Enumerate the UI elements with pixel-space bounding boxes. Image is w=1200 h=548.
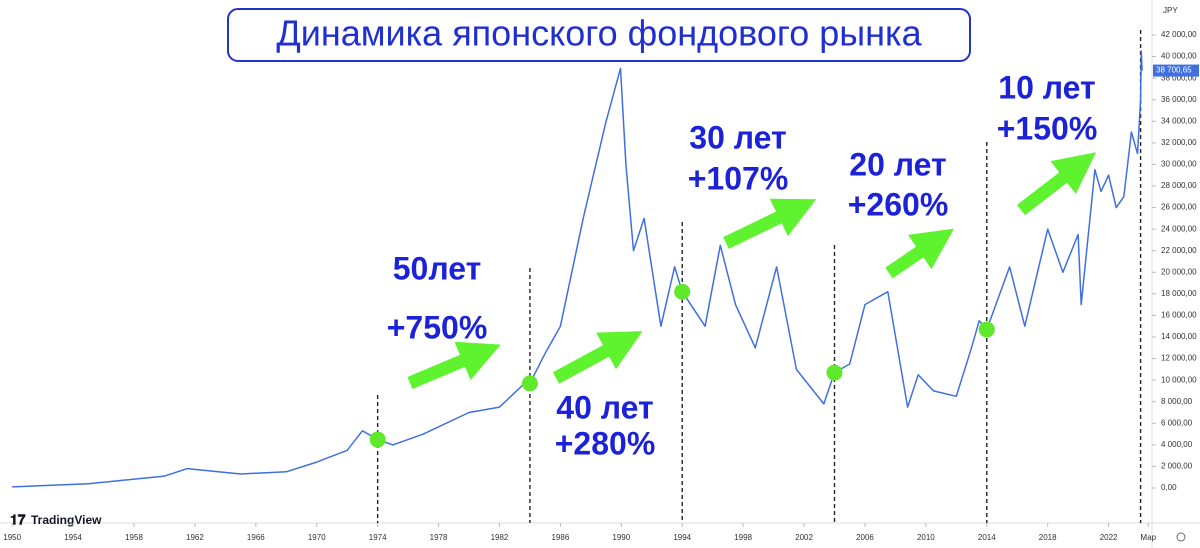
highlight-point	[369, 431, 386, 448]
y-tick-label: 34 000,00	[1161, 116, 1197, 125]
y-tick-label: 12 000,00	[1161, 354, 1197, 363]
y-tick-label: 26 000,00	[1161, 203, 1197, 212]
x-tick-label: 1958	[125, 533, 143, 542]
y-tick-label: 20 000,00	[1161, 267, 1197, 276]
x-tick-label: 1970	[308, 533, 326, 542]
annotation: +150%	[997, 110, 1098, 146]
y-tick-label: 28 000,00	[1161, 181, 1197, 190]
x-tick-label: 1974	[369, 533, 387, 542]
arrow	[885, 228, 955, 279]
y-tick-label: 42 000,00	[1161, 30, 1197, 39]
annotation: 10 лет	[998, 69, 1095, 105]
annotation: 40 лет	[556, 389, 653, 425]
arrow	[1017, 152, 1097, 216]
x-tick-label: 2006	[856, 533, 874, 542]
x-tick-label: 2010	[917, 533, 935, 542]
annotation: 50лет	[393, 250, 482, 286]
x-tick-label: 1954	[64, 533, 82, 542]
y-tick-label: 4 000,00	[1161, 440, 1193, 449]
arrow	[552, 331, 643, 384]
x-tick-label: 1998	[734, 533, 752, 542]
y-tick-label: 16 000,00	[1161, 311, 1197, 320]
arrow	[407, 341, 501, 389]
last-price-label: 38 700,65	[1156, 66, 1192, 75]
y-tick-label: 18 000,00	[1161, 289, 1197, 298]
x-tick-label: 1994	[673, 533, 691, 542]
last-price-box	[1153, 64, 1199, 77]
y-tick-label: 40 000,00	[1161, 52, 1197, 61]
arrows	[407, 152, 1097, 389]
annotation: +280%	[555, 425, 656, 461]
y-tick-label: 2 000,00	[1161, 462, 1193, 471]
y-tick-label: 38 000,00	[1161, 73, 1197, 82]
price-line	[12, 50, 1143, 488]
x-tick-label: 1966	[247, 533, 265, 542]
x-tick-label: 1982	[491, 533, 509, 542]
settings-icon[interactable]	[1176, 532, 1186, 542]
brand-logo: 𝟏𝟕	[10, 512, 26, 528]
y-tick-label: 6 000,00	[1161, 418, 1193, 427]
y-tick-label: 14 000,00	[1161, 332, 1197, 341]
y-tick-label: 10 000,00	[1161, 375, 1197, 384]
x-tick-label: 1990	[612, 533, 630, 542]
brand-name: TradingView	[31, 513, 102, 527]
y-tick-label: 0,00	[1161, 483, 1177, 492]
x-tick-label: 2014	[978, 533, 996, 542]
x-tick-label: 1950	[3, 533, 21, 542]
y-tick-label: 24 000,00	[1161, 224, 1197, 233]
x-tick-label: 1962	[186, 533, 204, 542]
y-tick-label: 36 000,00	[1161, 95, 1197, 104]
highlight-point	[674, 283, 691, 300]
annotation: +260%	[848, 186, 949, 222]
x-tick-label: 2022	[1100, 533, 1118, 542]
highlight-point	[521, 375, 538, 392]
annotation: +750%	[387, 309, 488, 345]
x-tick-label: Мар	[1140, 533, 1156, 542]
title-box	[227, 8, 971, 62]
y-tick-label: 22 000,00	[1161, 246, 1197, 255]
y-tick-label: 30 000,00	[1161, 160, 1197, 169]
arrow	[723, 198, 817, 249]
x-tick-label: 2002	[795, 533, 813, 542]
x-tick-label: 2018	[1039, 533, 1057, 542]
annotation: 20 лет	[849, 146, 946, 182]
x-tick-label: 1986	[551, 533, 569, 542]
chart-title: Динамика японского фондового рынка	[276, 13, 922, 54]
highlight-point	[826, 364, 843, 381]
annotation: 30 лет	[689, 119, 786, 155]
x-tick-label: 1978	[430, 533, 448, 542]
y-tick-label: 8 000,00	[1161, 397, 1193, 406]
currency-label: JPY	[1163, 6, 1178, 15]
highlight-point	[978, 321, 995, 338]
annotation: +107%	[688, 160, 789, 196]
y-tick-label: 32 000,00	[1161, 138, 1197, 147]
